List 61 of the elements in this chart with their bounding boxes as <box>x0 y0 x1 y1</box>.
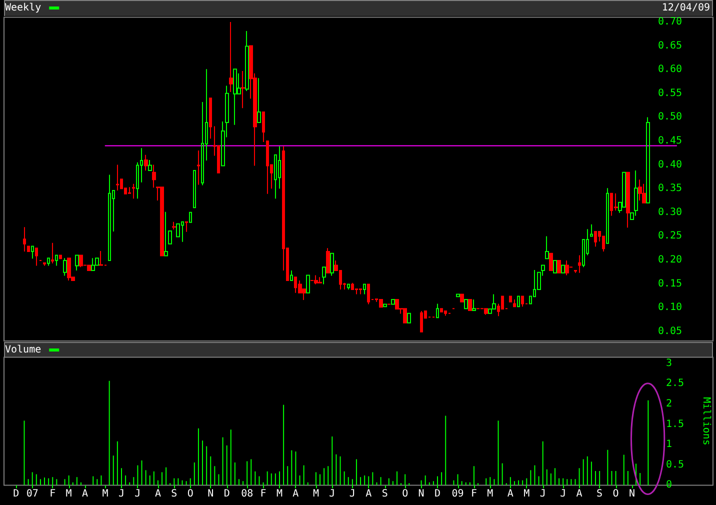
x-tick-label: J <box>118 488 125 500</box>
y-tick-label: 0.65 <box>658 40 682 52</box>
x-tick-label: O <box>187 488 194 500</box>
x-tick-label: F <box>470 488 477 500</box>
text: Weekly <box>5 2 42 14</box>
x-tick-label: J <box>560 488 566 500</box>
x-tick-label: N <box>208 488 214 500</box>
y-tick-label: 0.35 <box>658 183 682 194</box>
x-tick-label: S <box>382 488 388 500</box>
y-tick-label: 0.55 <box>658 88 682 99</box>
x-tick-label: J <box>329 488 336 500</box>
x-tick-label: S <box>596 488 603 500</box>
y-tick-label: 0.60 <box>658 64 682 76</box>
x-tick-label: J <box>349 488 356 500</box>
x-tick-label: D <box>224 488 230 500</box>
x-tick-label: O <box>612 488 619 500</box>
x-tick-label: M <box>487 488 494 500</box>
y-tick-label: 1.5 <box>666 418 684 430</box>
x-tick-label: J <box>134 488 141 500</box>
x-tick-label: D <box>434 488 441 500</box>
x-tick-label: M <box>312 488 319 500</box>
y-tick-label: 0.20 <box>658 254 682 266</box>
x-tick-label: A <box>507 488 514 500</box>
x-tick-label: A <box>82 488 88 500</box>
y-tick-label: 2 <box>666 398 672 410</box>
x-tick-label: A <box>292 488 299 500</box>
x-tick-label: F <box>50 488 56 500</box>
x-tick-label: 08 <box>241 488 254 500</box>
x-tick-label: D <box>13 488 20 500</box>
x-tick-label: O <box>402 488 408 500</box>
x-tick-label: 09 <box>452 488 464 500</box>
y-tick-label: 0.70 <box>658 16 682 28</box>
y-tick-label: 3 <box>666 358 672 369</box>
y-tick-label: 0.50 <box>658 112 682 123</box>
y-tick-label: 0.45 <box>658 136 682 147</box>
x-tick-label: M <box>276 488 283 500</box>
x-tick-label: M <box>102 488 108 500</box>
y-tick-label: 0.40 <box>658 159 682 170</box>
y-tick-label: 2.5 <box>666 378 684 390</box>
y-tick-label: 0.15 <box>658 278 682 290</box>
x-tick-label: J <box>540 488 546 500</box>
y-tick-label: 0.10 <box>658 302 682 314</box>
x-tick-label: S <box>171 488 178 500</box>
text: Volume <box>5 344 42 356</box>
x-tick-label: M <box>66 488 72 500</box>
y-tick-label: 0 <box>666 480 672 491</box>
x-tick-label: F <box>260 488 266 500</box>
x-tick-label: A <box>576 488 582 500</box>
text: 12/04/09 <box>662 2 710 14</box>
x-tick-label: A <box>154 488 161 500</box>
x-tick-label: N <box>418 488 424 500</box>
x-tick-label: 07 <box>26 488 38 500</box>
y-tick-label: 0.5 <box>666 459 684 470</box>
y-tick-label: 0.30 <box>658 206 682 218</box>
y-tick-label: 0.25 <box>658 230 682 242</box>
x-tick-label: A <box>366 488 372 500</box>
x-tick-label: M <box>524 488 530 500</box>
y-tick-label: 0.05 <box>658 326 682 337</box>
y-tick-label: 1 <box>666 439 672 450</box>
y-axis-title: Millions <box>700 397 712 446</box>
x-tick-label: N <box>628 488 635 500</box>
